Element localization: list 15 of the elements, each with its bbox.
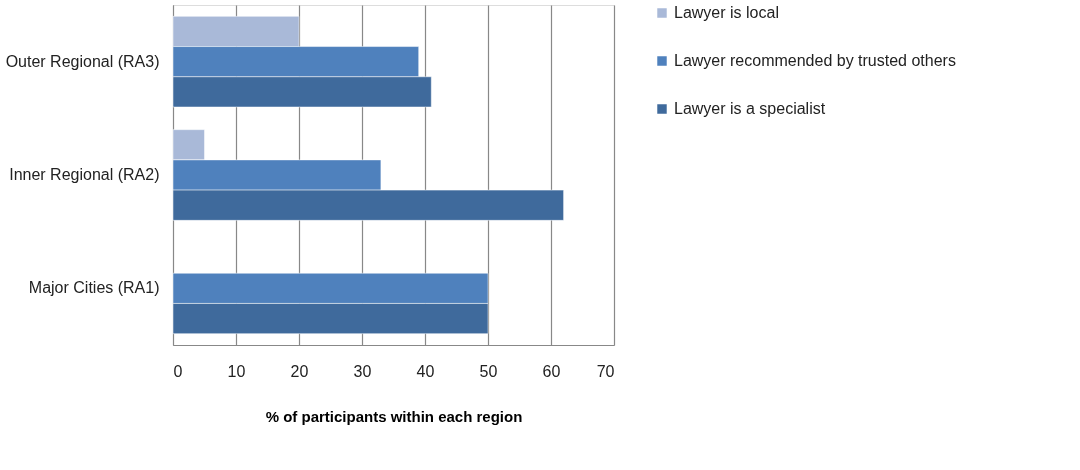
x-axis-title: % of participants within each region xyxy=(265,407,523,425)
legend-label: Lawyer is local xyxy=(674,4,779,21)
x-tick-label: 0 xyxy=(173,362,183,380)
x-tick-label: 20 xyxy=(290,362,309,380)
legend-label: Lawyer recommended by trusted others xyxy=(674,52,956,69)
x-tick-label: 60 xyxy=(542,362,561,380)
y-tick-label: Outer Regional (RA3) xyxy=(5,52,160,70)
x-tick-label: 50 xyxy=(479,362,498,380)
x-tick-label: 70 xyxy=(596,362,615,380)
y-tick-label: Inner Regional (RA2) xyxy=(9,166,160,183)
legend-label: Lawyer is a specialist xyxy=(674,100,826,117)
x-tick-label: 40 xyxy=(416,362,435,380)
y-tick-label: Major Cities (RA1) xyxy=(28,279,160,297)
x-tick-label: 10 xyxy=(227,362,246,380)
x-tick-label: 30 xyxy=(353,362,372,380)
